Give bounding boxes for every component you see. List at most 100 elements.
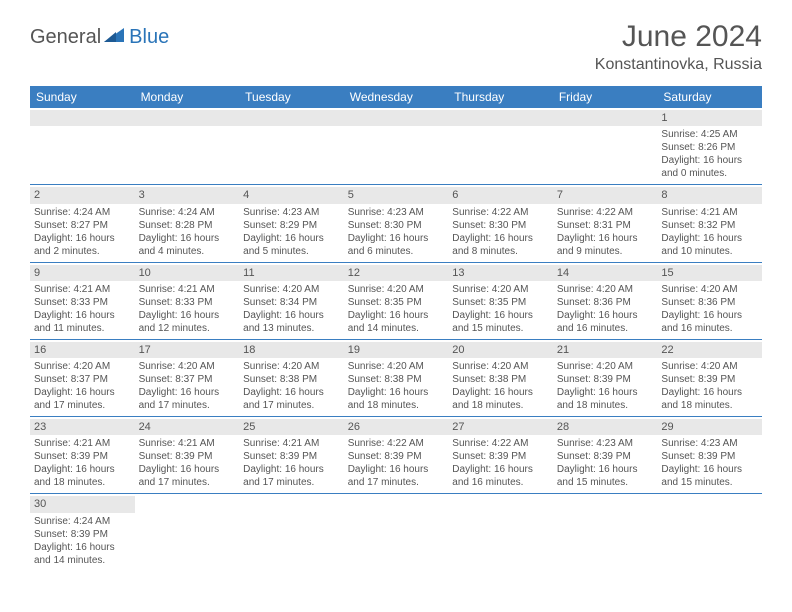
day-number: 3 [135,187,240,203]
day-day2: and 17 minutes. [139,476,236,489]
day-sunset: Sunset: 8:35 PM [348,296,445,309]
day-sunset: Sunset: 8:31 PM [557,219,654,232]
day-sunrise: Sunrise: 4:20 AM [34,360,131,373]
day-sunrise: Sunrise: 4:21 AM [243,437,340,450]
day-day2: and 9 minutes. [557,245,654,258]
day-cell: 2Sunrise: 4:24 AMSunset: 8:27 PMDaylight… [30,185,135,261]
day-number: 14 [553,265,658,281]
day-day1: Daylight: 16 hours [34,541,131,554]
day-sunset: Sunset: 8:28 PM [139,219,236,232]
day-cell: 17Sunrise: 4:20 AMSunset: 8:37 PMDayligh… [135,340,240,416]
day-cell [553,108,658,184]
day-day2: and 17 minutes. [139,399,236,412]
day-day1: Daylight: 16 hours [661,463,758,476]
day-cell: 19Sunrise: 4:20 AMSunset: 8:38 PMDayligh… [344,340,449,416]
day-number [553,496,658,498]
day-day2: and 10 minutes. [661,245,758,258]
day-sunrise: Sunrise: 4:21 AM [34,437,131,450]
day-sunrise: Sunrise: 4:25 AM [661,128,758,141]
day-cell [344,108,449,184]
header: General Blue June 2024 Konstantinovka, R… [30,20,762,74]
weekday-header: Thursday [448,86,553,108]
day-number: 1 [657,110,762,126]
day-day2: and 17 minutes. [243,399,340,412]
day-day2: and 18 minutes. [348,399,445,412]
day-cell: 27Sunrise: 4:22 AMSunset: 8:39 PMDayligh… [448,417,553,493]
day-number: 25 [239,419,344,435]
day-cell: 1Sunrise: 4:25 AMSunset: 8:26 PMDaylight… [657,108,762,184]
day-sunset: Sunset: 8:36 PM [557,296,654,309]
day-number: 12 [344,265,449,281]
day-day1: Daylight: 16 hours [139,386,236,399]
day-number: 4 [239,187,344,203]
day-cell: 20Sunrise: 4:20 AMSunset: 8:38 PMDayligh… [448,340,553,416]
day-sunset: Sunset: 8:30 PM [348,219,445,232]
day-day1: Daylight: 16 hours [34,309,131,322]
day-number: 17 [135,342,240,358]
day-number [239,496,344,498]
weekday-header: Wednesday [344,86,449,108]
day-day2: and 12 minutes. [139,322,236,335]
day-cell: 24Sunrise: 4:21 AMSunset: 8:39 PMDayligh… [135,417,240,493]
day-number [657,496,762,498]
day-number: 28 [553,419,658,435]
day-number [30,110,135,126]
day-number [135,110,240,126]
day-number [135,496,240,498]
day-cell: 14Sunrise: 4:20 AMSunset: 8:36 PMDayligh… [553,263,658,339]
day-sunrise: Sunrise: 4:23 AM [243,206,340,219]
location-subtitle: Konstantinovka, Russia [595,56,762,74]
day-number: 16 [30,342,135,358]
day-cell: 10Sunrise: 4:21 AMSunset: 8:33 PMDayligh… [135,263,240,339]
day-sunset: Sunset: 8:39 PM [557,373,654,386]
day-cell: 13Sunrise: 4:20 AMSunset: 8:35 PMDayligh… [448,263,553,339]
day-sunrise: Sunrise: 4:21 AM [661,206,758,219]
day-cell: 18Sunrise: 4:20 AMSunset: 8:38 PMDayligh… [239,340,344,416]
weekday-header: Friday [553,86,658,108]
day-sunset: Sunset: 8:34 PM [243,296,340,309]
day-day2: and 16 minutes. [557,322,654,335]
day-cell [448,494,553,570]
day-cell: 3Sunrise: 4:24 AMSunset: 8:28 PMDaylight… [135,185,240,261]
day-number [239,110,344,126]
day-day1: Daylight: 16 hours [557,386,654,399]
day-number: 20 [448,342,553,358]
week-row: 30Sunrise: 4:24 AMSunset: 8:39 PMDayligh… [30,494,762,570]
week-row: 1Sunrise: 4:25 AMSunset: 8:26 PMDaylight… [30,108,762,185]
day-sunrise: Sunrise: 4:20 AM [348,360,445,373]
day-day2: and 14 minutes. [34,554,131,567]
day-sunrise: Sunrise: 4:22 AM [557,206,654,219]
day-day1: Daylight: 16 hours [557,232,654,245]
day-sunrise: Sunrise: 4:20 AM [452,283,549,296]
day-number: 24 [135,419,240,435]
day-cell: 9Sunrise: 4:21 AMSunset: 8:33 PMDaylight… [30,263,135,339]
weekday-header: Tuesday [239,86,344,108]
day-day2: and 17 minutes. [34,399,131,412]
day-cell [344,494,449,570]
brand-sail-icon [104,26,126,49]
day-day2: and 4 minutes. [139,245,236,258]
day-sunset: Sunset: 8:39 PM [34,528,131,541]
day-number [344,496,449,498]
brand-logo: General Blue [30,20,169,49]
calendar: Sunday Monday Tuesday Wednesday Thursday… [30,86,762,571]
day-sunset: Sunset: 8:39 PM [348,450,445,463]
day-sunrise: Sunrise: 4:21 AM [34,283,131,296]
day-sunrise: Sunrise: 4:20 AM [243,283,340,296]
day-cell: 30Sunrise: 4:24 AMSunset: 8:39 PMDayligh… [30,494,135,570]
day-number: 15 [657,265,762,281]
day-sunrise: Sunrise: 4:21 AM [139,437,236,450]
day-sunrise: Sunrise: 4:22 AM [452,206,549,219]
day-cell [239,494,344,570]
day-cell: 25Sunrise: 4:21 AMSunset: 8:39 PMDayligh… [239,417,344,493]
day-day2: and 15 minutes. [661,476,758,489]
day-cell: 16Sunrise: 4:20 AMSunset: 8:37 PMDayligh… [30,340,135,416]
day-sunrise: Sunrise: 4:23 AM [348,206,445,219]
day-cell [448,108,553,184]
day-sunset: Sunset: 8:39 PM [661,450,758,463]
day-day1: Daylight: 16 hours [243,232,340,245]
day-day1: Daylight: 16 hours [34,463,131,476]
day-number: 8 [657,187,762,203]
day-sunrise: Sunrise: 4:22 AM [348,437,445,450]
day-sunset: Sunset: 8:39 PM [452,450,549,463]
